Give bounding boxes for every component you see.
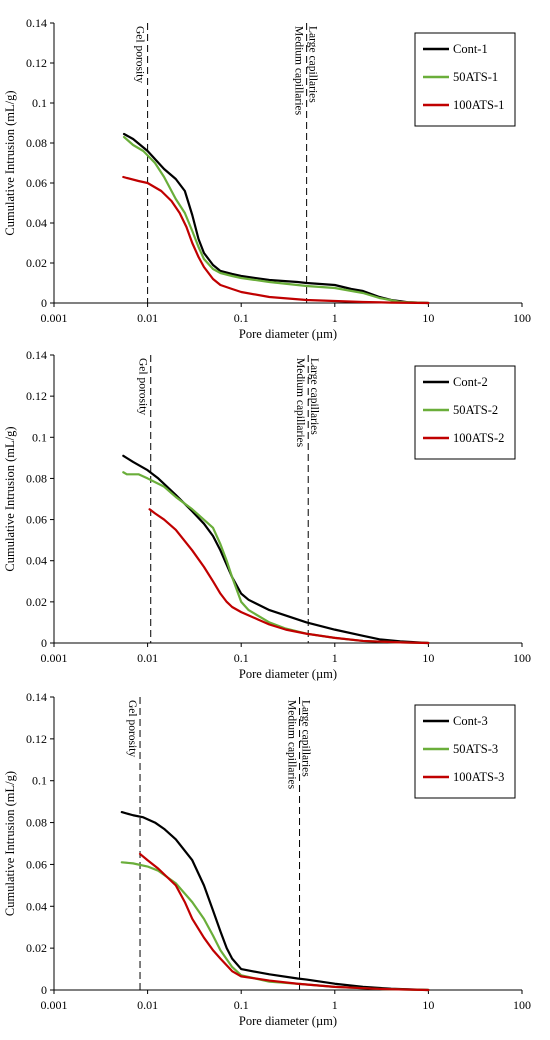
x-tick-label: 1 <box>332 998 338 1012</box>
x-tick-label: 1 <box>332 651 338 665</box>
x-tick-label: 1 <box>332 311 338 325</box>
series-line-100ats-3 <box>138 852 430 992</box>
legend: Cont-3 50ATS-3 100ATS-3 <box>414 704 516 799</box>
legend-label: 50ATS-2 <box>453 403 498 417</box>
x-tick-label: 10 <box>422 998 434 1012</box>
y-tick-label: 0.02 <box>26 941 47 955</box>
region-label: Large capillaries <box>308 358 320 435</box>
x-tick-label: 100 <box>513 998 531 1012</box>
y-tick-label: 0.1 <box>32 430 47 444</box>
x-tick-label: 100 <box>513 311 531 325</box>
x-axis-label: Pore diameter (µm) <box>239 1014 337 1028</box>
legend: Cont-2 50ATS-2 100ATS-2 <box>414 365 516 460</box>
y-tick-label: 0.1 <box>32 774 47 788</box>
chart-panel-2: 0 0.02 0.04 0.06 0.08 0.1 0.12 0.14 0.001 0.01 0.1… <box>3 348 531 681</box>
x-tick-label: 0.001 <box>41 311 68 325</box>
legend-label: 50ATS-3 <box>453 742 498 756</box>
y-tick-label: 0.08 <box>26 136 47 150</box>
x-tick-label: 0.001 <box>41 651 68 665</box>
y-tick-label: 0.04 <box>26 554 47 568</box>
legend-label: 100ATS-2 <box>453 431 504 445</box>
region-label: Gel porosity <box>134 26 146 83</box>
x-tick-label: 0.01 <box>137 998 158 1012</box>
y-tick-label: 0.14 <box>26 690 47 704</box>
x-tick-label: 100 <box>513 651 531 665</box>
series-line-100ats-2 <box>148 508 430 645</box>
y-tick-label: 0.06 <box>26 513 47 527</box>
series-line-cont-3 <box>120 811 430 992</box>
region-label: Gel porosity <box>137 358 149 415</box>
legend-label: Cont-1 <box>453 42 488 56</box>
y-tick-label: 0.12 <box>26 732 47 746</box>
y-tick-label: 0.08 <box>26 471 47 485</box>
x-axis-label: Pore diameter (µm) <box>239 667 337 681</box>
y-tick-label: 0 <box>41 983 47 997</box>
series-line-50ats-1 <box>122 135 430 305</box>
x-tick-label: 10 <box>422 311 434 325</box>
region-label: Gel porosity <box>126 700 138 757</box>
y-axis-label: Cumulative Intrusion (mL/g) <box>3 771 17 916</box>
region-label: Medium capillaries <box>286 700 298 790</box>
y-tick-label: 0.12 <box>26 56 47 70</box>
y-tick-label: 0 <box>41 296 47 310</box>
region-label: Large capillaries <box>300 700 312 777</box>
y-tick-label: 0.08 <box>26 816 47 830</box>
legend-label: 100ATS-1 <box>453 98 504 112</box>
y-tick-label: 0.14 <box>26 348 47 362</box>
y-tick-label: 0 <box>41 636 47 650</box>
series-line-cont-2 <box>122 454 430 645</box>
region-label: Medium capillaries <box>293 26 305 116</box>
x-tick-label: 0.1 <box>234 998 249 1012</box>
x-tick-label: 0.1 <box>234 311 249 325</box>
y-tick-label: 0.04 <box>26 216 47 230</box>
x-tick-label: 10 <box>422 651 434 665</box>
legend-label: 100ATS-3 <box>453 770 504 784</box>
region-label: Large capillaries <box>307 26 319 103</box>
y-axis-label: Cumulative Intrusion (mL/g) <box>3 90 17 235</box>
series-line-50ats-2 <box>122 471 430 645</box>
x-tick-label: 0.1 <box>234 651 249 665</box>
series-line-50ats-3 <box>120 861 430 992</box>
series-line-100ats-1 <box>122 175 430 305</box>
y-tick-label: 0.06 <box>26 176 47 190</box>
chart-panel-1: 0 0.02 0.04 0.06 0.08 0.1 0.12 0.14 0.001 0.01 0.1… <box>3 16 531 341</box>
region-label: Medium capillaries <box>294 358 306 448</box>
legend-label: Cont-2 <box>453 375 488 389</box>
series-line-cont-1 <box>122 132 430 305</box>
legend-box <box>414 704 516 799</box>
y-tick-label: 0.04 <box>26 899 47 913</box>
x-tick-label: 0.01 <box>137 311 158 325</box>
y-tick-label: 0.1 <box>32 96 47 110</box>
legend-label: Cont-3 <box>453 714 488 728</box>
y-tick-label: 0.14 <box>26 16 47 30</box>
y-axis-label: Cumulative Intrusion (mL/g) <box>3 426 17 571</box>
y-tick-label: 0.12 <box>26 389 47 403</box>
y-tick-label: 0.02 <box>26 256 47 270</box>
legend: Cont-1 50ATS-1 100ATS-1 <box>414 32 516 127</box>
legend-label: 50ATS-1 <box>453 70 498 84</box>
y-tick-label: 0.02 <box>26 595 47 609</box>
x-axis-label: Pore diameter (µm) <box>239 327 337 341</box>
x-tick-label: 0.01 <box>137 651 158 665</box>
y-tick-label: 0.06 <box>26 857 47 871</box>
x-tick-label: 0.001 <box>41 998 68 1012</box>
chart-panel-3: 0 0.02 0.04 0.06 0.08 0.1 0.12 0.14 0.001 0.01 0.1… <box>3 690 531 1028</box>
